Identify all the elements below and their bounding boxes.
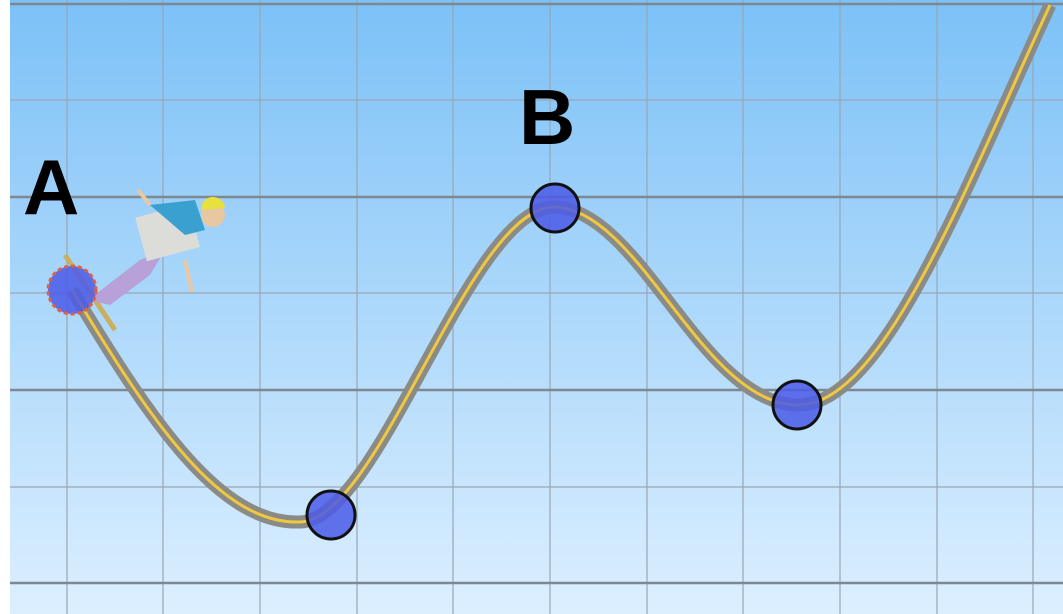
control-point[interactable] <box>771 379 823 431</box>
sky <box>10 0 1063 614</box>
control-point[interactable] <box>46 264 98 316</box>
control-point[interactable] <box>305 489 357 541</box>
control-point[interactable] <box>529 182 581 234</box>
grid <box>10 0 1063 614</box>
control-points <box>46 182 823 541</box>
point-label: A <box>23 143 79 231</box>
point-label: B <box>519 73 575 161</box>
